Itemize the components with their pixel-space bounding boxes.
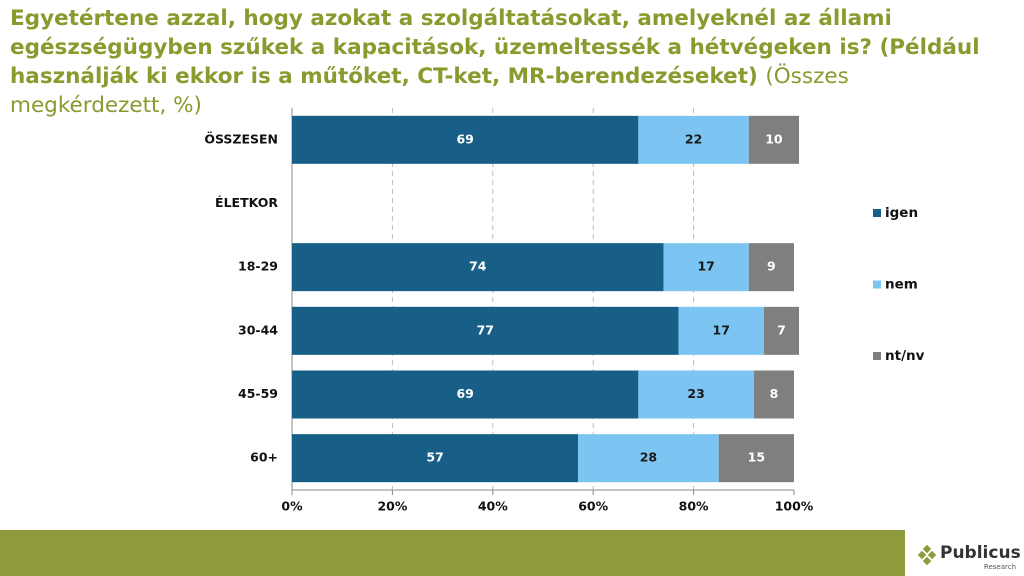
x-tick-label: 20% (377, 499, 407, 514)
bar-segment (292, 434, 579, 483)
logo-name: Publicus (940, 543, 1021, 563)
x-tick-label: 80% (679, 499, 709, 514)
data-label: 22 (685, 131, 702, 146)
bar-segment (578, 434, 719, 483)
bar-segment (678, 306, 764, 355)
bar-segment (638, 115, 749, 164)
bar-segment (748, 243, 794, 292)
logo-icon (917, 544, 937, 566)
footer-band (0, 530, 905, 576)
y-tick-label: ÖSSZESEN (204, 131, 278, 146)
data-label: 9 (767, 259, 776, 274)
y-tick-label: 18-29 (238, 259, 278, 274)
data-label: 74 (469, 259, 487, 274)
y-tick-label: 45-59 (238, 386, 278, 401)
data-label: 57 (426, 450, 443, 465)
bar-segment (663, 243, 749, 292)
legend-label: nt/nv (885, 348, 925, 364)
bar-segment (292, 370, 639, 419)
y-tick-label: 30-44 (238, 322, 278, 337)
legend-label: nem (885, 277, 918, 293)
legend-swatch (873, 352, 881, 360)
y-tick-label: ÉLETKOR (215, 195, 278, 210)
x-tick-label: 60% (578, 499, 608, 514)
bar-segment (292, 243, 664, 292)
x-tick-label: 40% (478, 499, 508, 514)
legend-label: igen (885, 205, 918, 221)
data-label: 17 (697, 259, 714, 274)
data-label: 69 (456, 131, 473, 146)
bar-segment (763, 306, 800, 355)
data-label: 69 (456, 386, 473, 401)
x-tick-label: 0% (281, 499, 303, 514)
x-tick-label: 100% (775, 499, 814, 514)
legend-swatch (873, 209, 881, 217)
data-label: 7 (777, 322, 786, 337)
data-label: 77 (477, 322, 494, 337)
bar-segment (718, 434, 794, 483)
title-block: Egyetértene azzal, hogy azokat a szolgál… (10, 4, 1010, 120)
logo-tagline: Research (984, 563, 1016, 571)
chart-title: Egyetértene azzal, hogy azokat a szolgál… (10, 6, 980, 89)
data-label: 28 (640, 450, 657, 465)
legend-swatch (873, 280, 881, 289)
chart-subtitle: (Összes megkérdezett, %) (10, 64, 849, 118)
data-label: 17 (713, 322, 730, 337)
data-label: 15 (748, 450, 765, 465)
data-label: 10 (765, 131, 783, 146)
data-label: 23 (687, 386, 704, 401)
bar-segment (292, 306, 679, 355)
bar-segment (638, 370, 754, 419)
data-label: 8 (770, 386, 779, 401)
bar-segment (748, 115, 800, 164)
bar-segment (292, 115, 639, 164)
y-tick-label: 60+ (250, 450, 278, 465)
bar-segment (753, 370, 794, 419)
